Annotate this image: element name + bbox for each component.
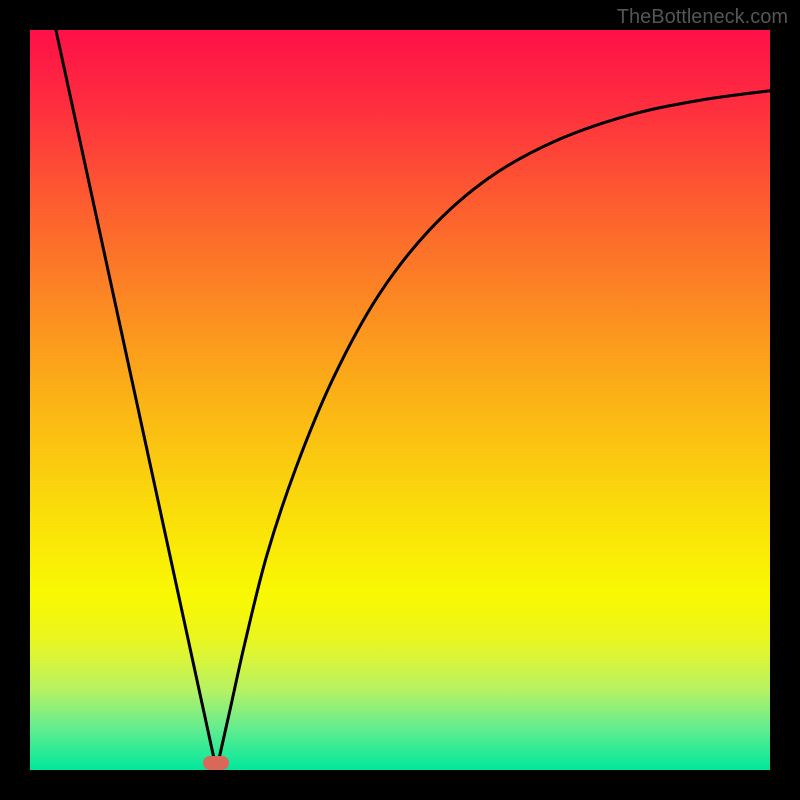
watermark-text: TheBottleneck.com	[617, 6, 788, 29]
minimum-marker	[203, 756, 229, 770]
bottleneck-curve	[30, 30, 770, 770]
curve-path	[56, 30, 770, 770]
plot-area	[30, 30, 770, 770]
